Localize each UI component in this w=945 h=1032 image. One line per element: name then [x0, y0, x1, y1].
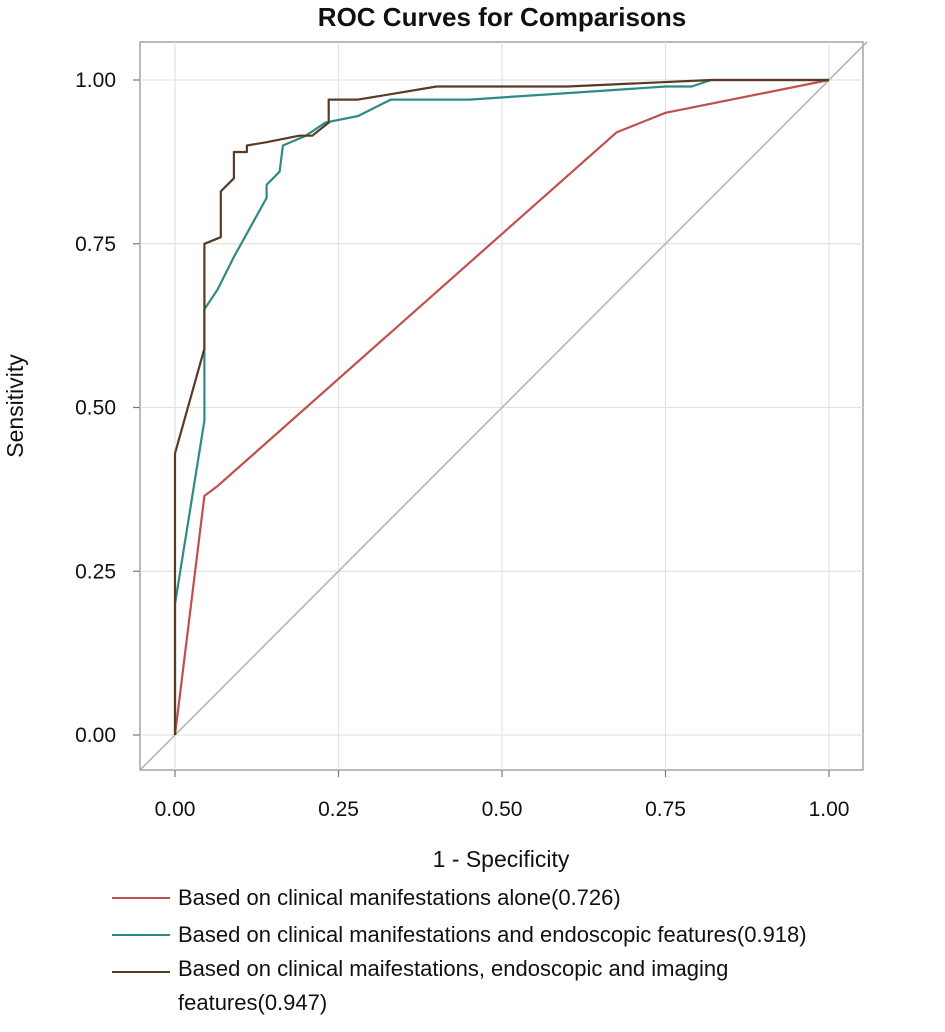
y-tick-label: 0.50: [75, 397, 116, 420]
y-axis-ticks: 0.00 0.25 0.50 0.75 1.00: [75, 69, 140, 747]
reference-diagonal: [139, 41, 868, 771]
roc-curve-series-1: [173, 78, 830, 736]
y-tick-label: 0.75: [75, 233, 116, 256]
legend-swatch-clinical-endoscopic: [112, 934, 170, 936]
legend-swatch-clinical-endoscopic-imaging: [112, 971, 170, 973]
legend-label-clinical-endoscopic-imaging: Based on clinical maifestations, endosco…: [178, 956, 729, 1015]
y-tick-label: 0.00: [75, 724, 116, 747]
y-tick-label: 0.25: [75, 560, 116, 583]
y-tick-label: 1.00: [75, 69, 116, 92]
x-axis-label: 1 - Specificity: [433, 846, 570, 872]
chart-title: ROC Curves for Comparisons: [318, 2, 686, 32]
roc-curve-series-2: [173, 78, 829, 735]
x-axis-ticks: 0.00 0.25 0.50 0.75 1.00: [155, 770, 850, 821]
roc-curve-series-3: [173, 78, 829, 735]
x-tick-label: 0.00: [155, 798, 196, 821]
legend-item-clinical-endoscopic: Based on clinical manifestations and end…: [112, 915, 932, 952]
x-tick-label: 0.25: [318, 798, 359, 821]
y-axis-label: Sensitivity: [2, 354, 28, 458]
legend-item-clinical-endoscopic-imaging: Based on clinical maifestations, endosco…: [112, 952, 932, 1032]
x-tick-label: 0.50: [482, 798, 523, 821]
legend-swatch-clinical-alone: [112, 897, 170, 899]
legend-label-clinical-endoscopic: Based on clinical manifestations and end…: [178, 922, 807, 947]
reference-line: [139, 41, 868, 771]
legend: Based on clinical manifestations alone(0…: [112, 878, 932, 1032]
legend-item-clinical-alone: Based on clinical manifestations alone(0…: [112, 878, 932, 915]
x-tick-label: 0.75: [645, 798, 686, 821]
series-layer: [173, 78, 830, 736]
legend-label-clinical-alone: Based on clinical manifestations alone(0…: [178, 885, 621, 910]
x-tick-label: 1.00: [809, 798, 850, 821]
